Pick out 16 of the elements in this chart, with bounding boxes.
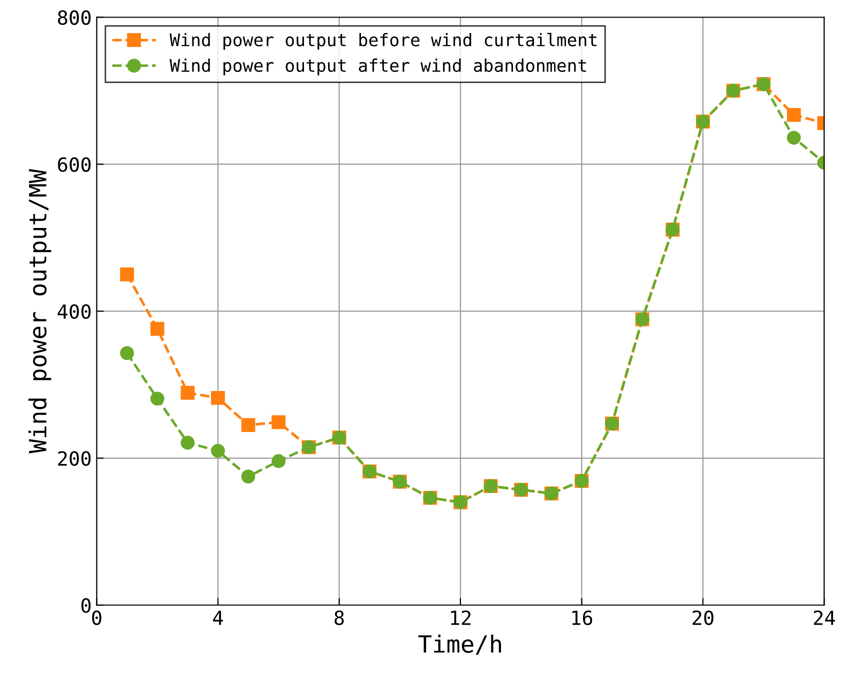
y-tick-label: 0 xyxy=(81,598,91,613)
y-axis-title: Wind power output/MW xyxy=(28,169,52,454)
y-tick-label: 400 xyxy=(58,304,91,319)
x-tick-label: 0 xyxy=(92,610,102,626)
y-tick-label: 200 xyxy=(58,451,91,466)
x-tick-label: 16 xyxy=(572,610,592,626)
y-tick-label: 800 xyxy=(58,10,91,25)
y-tick-label: 600 xyxy=(58,157,91,172)
legend-label: Wind power output after wind abandonment xyxy=(170,58,586,76)
x-axis-title: Time/h xyxy=(418,634,501,655)
x-tick-label: 4 xyxy=(213,610,223,625)
x-tick-label: 24 xyxy=(814,610,835,625)
legend-label: Wind power output before wind curtailment xyxy=(170,32,596,50)
x-tick-label: 12 xyxy=(451,610,470,625)
x-tick-label: 20 xyxy=(692,610,714,626)
x-tick-label: 8 xyxy=(334,610,344,626)
